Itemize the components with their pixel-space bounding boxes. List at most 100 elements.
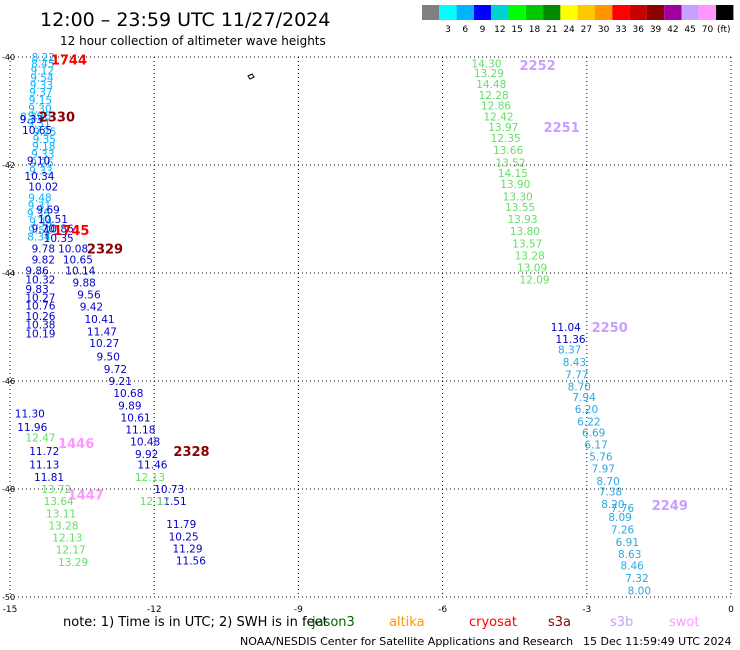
color-swatch xyxy=(681,5,699,20)
swh-point-label: 9.83 xyxy=(25,284,48,296)
swh-point-label: 11.46 xyxy=(137,460,167,472)
swh-point-label: 14.15 xyxy=(498,168,528,180)
swh-point-label: 9.21 xyxy=(109,376,132,388)
swh-point-label: 13.93 xyxy=(507,214,537,226)
swh-point-label: 13.80 xyxy=(510,226,540,238)
swh-point-label: 13.09 xyxy=(517,263,547,275)
swh-point-label: 11.81 xyxy=(34,472,64,484)
swh-point-label: 9.18 xyxy=(32,141,55,153)
swh-point-label: 10.27 xyxy=(25,292,55,304)
swh-point-label: 10.26 xyxy=(25,311,55,323)
swh-point-label: 12.17 xyxy=(140,496,170,508)
swh-point-label: 11.56 xyxy=(176,555,206,567)
swh-point-label: 7.32 xyxy=(625,573,648,585)
swh-point-label: 10.65 xyxy=(22,125,52,137)
swh-point-label: 9.12 xyxy=(31,66,54,78)
pass-time-label: 2329 xyxy=(87,243,123,258)
swh-point-label: 9.26 xyxy=(30,157,54,169)
swh-point-label: 12.86 xyxy=(481,101,511,113)
pass-time-label: 2328 xyxy=(173,445,209,460)
color-swatch xyxy=(491,5,509,20)
swh-point-label: 9.25 xyxy=(33,127,56,139)
swh-point-label: 13.90 xyxy=(500,179,530,191)
swh-point-label: 11.04 xyxy=(551,322,581,334)
satellite-legend-altika: altika xyxy=(389,615,425,630)
swh-point-label: 14.30 xyxy=(471,58,501,70)
swh-point-label: 13.29 xyxy=(58,557,88,569)
swh-point-label: 9.52 xyxy=(28,225,51,237)
swh-point-label: 11.13 xyxy=(29,460,59,472)
swh-point-label: 8.37 xyxy=(558,345,581,357)
swh-point-label: 12.09 xyxy=(520,274,550,286)
swh-point-label: 10.51 xyxy=(38,214,68,226)
scale-tick-label: 12 xyxy=(494,25,505,35)
satellite-legend-cryosat: cryosat xyxy=(469,615,517,630)
swh-point-label: 10.32 xyxy=(25,274,55,286)
footer-credit: NOAA/NESDIS Center for Satellite Applica… xyxy=(240,635,573,648)
swh-point-label: 6.20 xyxy=(575,404,598,416)
swh-point-label: 8.46 xyxy=(620,561,644,573)
scale-tick-label: 39 xyxy=(650,25,662,35)
swh-point-label: 13.57 xyxy=(512,238,542,250)
scale-tick-label: 9 xyxy=(480,25,486,35)
swh-point-label: 10.27 xyxy=(89,338,119,350)
swh-point-label: 9.44 xyxy=(29,217,53,229)
swh-point-label: 13.11 xyxy=(46,508,76,520)
color-swatch xyxy=(595,5,613,20)
swh-point-label: 5.76 xyxy=(589,452,613,464)
scale-tick-label: 18 xyxy=(529,25,541,35)
chart-title: 12:00 – 23:59 UTC 11/27/2024 xyxy=(40,9,330,31)
swh-point-label: 12.47 xyxy=(25,433,55,445)
y-tick-label: -40 xyxy=(2,53,15,62)
swh-point-label: 9.92 xyxy=(135,449,158,461)
swh-point-label: 10.14 xyxy=(65,265,95,277)
swh-point-label: 11.36 xyxy=(556,334,586,346)
swh-point-label: 9.56 xyxy=(77,290,101,302)
color-swatch xyxy=(525,5,544,20)
swh-point-label: 6.91 xyxy=(616,537,639,549)
swh-point-label: 9.50 xyxy=(97,352,120,364)
scale-tick-label: 21 xyxy=(546,25,557,35)
swh-point-label: 9.33 xyxy=(20,114,43,126)
swh-point-label: 7.77 xyxy=(565,370,588,382)
swh-point-label: 14.48 xyxy=(476,79,506,91)
swh-point-label: 9.70 xyxy=(32,224,55,236)
color-swatch xyxy=(716,5,734,20)
swh-point-label: 6.22 xyxy=(577,417,600,429)
swh-point-label: 7.97 xyxy=(592,463,615,475)
swh-point-label: 12.13 xyxy=(135,472,165,484)
pass-time-label: 1446 xyxy=(58,437,94,452)
satellite-legend-s3b: s3b xyxy=(610,615,633,630)
swh-point-label: 10.68 xyxy=(113,388,143,400)
color-swatch xyxy=(508,5,526,20)
swh-point-label: 12.28 xyxy=(479,90,509,102)
swh-point-label: 7.26 xyxy=(611,525,635,537)
swh-point-label: 13.28 xyxy=(515,251,545,263)
swh-point-label: 13.52 xyxy=(495,157,525,169)
scale-unit-label: (ft) xyxy=(717,25,731,35)
swh-point-label: 10.35 xyxy=(44,233,74,245)
scale-tick-label: 45 xyxy=(684,25,695,35)
swh-point-label: 10.19 xyxy=(25,328,55,340)
chart-grid xyxy=(9,56,732,598)
swh-point-label: 10.73 xyxy=(154,484,184,496)
swh-point-label: 13.72 xyxy=(41,484,71,496)
swh-point-label: 10.08 xyxy=(58,244,88,256)
scale-tick-label: 36 xyxy=(633,25,645,35)
swh-point-label: 7.94 xyxy=(572,392,596,404)
swh-point-label: 9.33 xyxy=(31,149,54,161)
color-swatch xyxy=(664,5,682,20)
swh-point-label: 11.72 xyxy=(29,446,59,458)
pass-time-label: 2252 xyxy=(520,59,556,74)
color-swatch xyxy=(698,5,717,20)
scale-tick-label: 42 xyxy=(667,25,678,35)
swh-point-label: 7.38 xyxy=(599,487,622,499)
swh-point-label: 9.37 xyxy=(29,87,52,99)
color-scale-bar: 3 6 9 12 15 18 21 24 27 30 33 36 39 42 45 70 (ft) xyxy=(422,5,734,35)
swh-point-label: 6.17 xyxy=(584,440,607,452)
swh-point-label: 9.28 xyxy=(28,110,51,122)
swh-point-label: 9.35 xyxy=(27,209,50,221)
swh-point-label: 13.55 xyxy=(505,202,535,214)
swh-point-label: 13.28 xyxy=(48,521,78,533)
scale-tick-label: 70 xyxy=(702,25,714,35)
